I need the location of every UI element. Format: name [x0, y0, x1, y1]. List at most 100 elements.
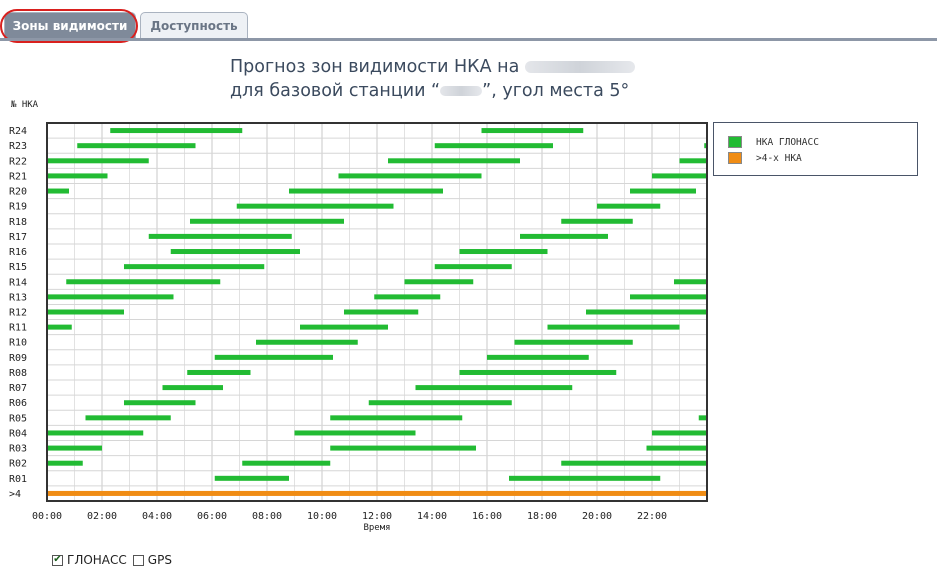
chart-title: Прогноз зон видимости НКА на для базовой… [230, 55, 636, 103]
x-tick-label: 00:00 [32, 511, 62, 522]
bar-R21-2 [652, 173, 707, 179]
bar-R02-1 [242, 460, 331, 466]
bar-R14-2 [674, 279, 707, 285]
bar-R15-0 [124, 264, 265, 270]
x-tick-label: 18:00 [527, 511, 557, 522]
redacted-station [440, 86, 483, 96]
bar-R11-0 [47, 324, 72, 330]
chart-legend: НКА ГЛОНАСС >4-х НКА [713, 122, 918, 176]
bar-R22-0 [47, 158, 149, 164]
plot-frame [46, 122, 708, 502]
bar-R23-1 [434, 143, 553, 149]
y-axis-title: № НКА [10, 100, 39, 110]
bar-R04-1 [294, 430, 416, 436]
legend-item-more4: >4-х НКА [728, 151, 802, 165]
bar-R20-2 [630, 188, 696, 194]
y-tick-label-R18: R18 [9, 217, 27, 228]
glonass-checkbox[interactable]: ✔ [52, 554, 63, 566]
bar-R12-0 [47, 309, 124, 315]
bar-R13-0 [47, 294, 174, 300]
y-tick-label-R06: R06 [9, 398, 27, 409]
title-line1-text: Прогноз зон видимости НКА на [230, 57, 520, 77]
bar-R09-1 [487, 354, 589, 360]
constellation-filters: ✔ ГЛОНАСС GPS [52, 553, 178, 567]
bar-R12-1 [344, 309, 419, 315]
bar-R13-1 [374, 294, 441, 300]
x-tick-label: 16:00 [472, 511, 502, 522]
bar-R10-1 [514, 339, 633, 345]
y-tick-label-R21: R21 [9, 171, 27, 182]
y-tick-label-R07: R07 [9, 383, 27, 394]
y-tick-label-R13: R13 [9, 292, 27, 303]
bar-R15-1 [434, 264, 512, 270]
tab-availability[interactable]: Доступность [140, 12, 248, 39]
y-tick-label-R02: R02 [9, 459, 27, 470]
bar-R12-2 [586, 309, 707, 315]
y-tick-label-R01: R01 [9, 474, 27, 485]
bar-R18-0 [190, 218, 344, 224]
x-tick-label: 06:00 [197, 511, 227, 522]
bar-R13-2 [630, 294, 707, 300]
glonass-checkbox-label[interactable]: ГЛОНАСС [67, 553, 127, 567]
y-tick-label-gt4: >4 [9, 489, 21, 500]
y-tick-label-R22: R22 [9, 156, 27, 167]
tab-visibility-zones[interactable]: Зоны видимости [4, 12, 136, 39]
gps-checkbox[interactable] [132, 554, 144, 566]
bar-R07-0 [162, 385, 223, 391]
bar-R17-1 [520, 233, 608, 239]
redacted-date [525, 61, 636, 73]
bar-R23-2 [704, 143, 707, 149]
x-tick-label: 02:00 [87, 511, 117, 522]
x-axis-title: Время [363, 523, 390, 533]
bar-R10-0 [256, 339, 358, 345]
bar-R11-1 [300, 324, 388, 330]
x-tick-label: 22:00 [637, 511, 667, 522]
bar-R07-1 [415, 385, 573, 391]
chart-title-line2: для базовой станции “ ”, угол места 5° [230, 79, 635, 103]
x-tick-label: 04:00 [142, 511, 172, 522]
bar-R01-0 [214, 475, 289, 481]
y-tick-label-R20: R20 [9, 187, 27, 198]
bar-R21-1 [338, 173, 482, 179]
y-tick-label-R09: R09 [9, 353, 27, 364]
chart-axes [46, 122, 708, 502]
bar-R04-2 [652, 430, 707, 436]
chart-title-line1: Прогноз зон видимости НКА на [230, 55, 636, 79]
x-tick-label: 08:00 [252, 511, 282, 522]
x-tick-label: 12:00 [362, 511, 392, 522]
bar-R16-0 [170, 249, 300, 255]
bar-R06-1 [368, 400, 512, 406]
bar-R11-2 [547, 324, 680, 330]
bar-R21-0 [47, 173, 108, 179]
bar-gt4-0 [47, 490, 707, 496]
bar-R05-1 [330, 415, 463, 421]
y-tick-label-R10: R10 [9, 338, 27, 349]
gps-checkbox-label[interactable]: GPS [147, 553, 172, 567]
bar-R08-0 [187, 369, 251, 375]
bar-R06-0 [124, 400, 196, 406]
bar-R05-0 [85, 415, 171, 421]
bar-R24-0 [110, 128, 243, 134]
chart-labels: >4 R01 R02 R03 R04 R05 R06 R07 R08 R09 R10 R11 R12 R1… [9, 100, 667, 533]
legend-label-glonass: НКА ГЛОНАСС [756, 136, 819, 148]
y-tick-label-R23: R23 [9, 141, 27, 152]
tab-visibility-zones-label: Зоны видимости [12, 19, 128, 33]
chart-bars [47, 128, 707, 496]
bar-R02-2 [561, 460, 707, 466]
bar-R19-1 [597, 203, 661, 209]
y-tick-label-R24: R24 [9, 126, 27, 137]
bar-R04-0 [47, 430, 144, 436]
bar-R16-1 [459, 249, 548, 255]
title-line2-prefix: для базовой станции “ [230, 81, 441, 101]
y-tick-label-R11: R11 [9, 323, 27, 334]
y-tick-label-R15: R15 [9, 262, 27, 273]
y-tick-label-R14: R14 [9, 277, 27, 288]
bar-R14-1 [404, 279, 474, 285]
bar-R18-1 [561, 218, 633, 224]
legend-label-more4: >4-х НКА [756, 152, 802, 164]
y-tick-label-R04: R04 [9, 428, 27, 439]
legend-item-glonass: НКА ГЛОНАСС [728, 135, 819, 149]
x-tick-label: 14:00 [417, 511, 447, 522]
bar-R17-0 [148, 233, 292, 239]
